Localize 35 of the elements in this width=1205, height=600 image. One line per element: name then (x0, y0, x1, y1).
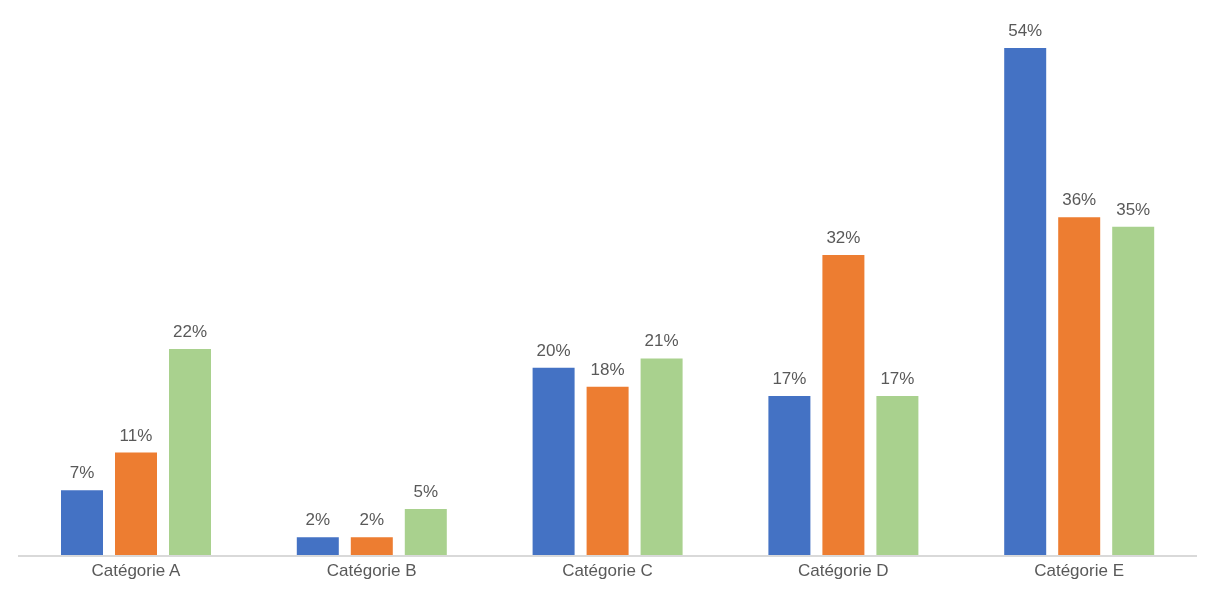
data-label: 21% (644, 331, 679, 351)
bar (404, 508, 447, 556)
x-tick-label: Catégorie D (797, 561, 889, 581)
data-label: 5% (413, 481, 439, 501)
bar (586, 386, 629, 556)
data-label: 17% (880, 369, 915, 389)
data-label: 36% (1062, 190, 1097, 210)
data-label: 54% (1008, 21, 1043, 40)
data-label: 20% (536, 340, 571, 360)
data-label: 18% (590, 359, 625, 379)
data-label: 11% (119, 425, 153, 445)
bar (768, 396, 811, 556)
x-tick-label: Catégorie A (91, 561, 181, 581)
data-label: 32% (826, 227, 861, 247)
x-tick-label: Catégorie E (1034, 561, 1124, 581)
data-label: 35% (1116, 199, 1151, 219)
bar (61, 490, 103, 556)
bar (532, 367, 575, 556)
bar (115, 452, 157, 556)
bar (296, 537, 339, 556)
bar (640, 358, 683, 556)
data-label: 17% (772, 369, 807, 389)
bar (350, 537, 393, 556)
bar (169, 349, 211, 556)
bar (1112, 226, 1155, 556)
bar (822, 254, 865, 556)
data-label: 2% (359, 510, 385, 530)
bar (876, 396, 919, 556)
data-label: 22% (172, 322, 208, 342)
bar (1004, 48, 1047, 556)
data-label: 7% (69, 463, 95, 483)
x-tick-label: Catégorie C (562, 561, 653, 581)
bar (1058, 217, 1101, 556)
x-tick-label: Catégorie B (326, 561, 417, 581)
data-label: 2% (305, 510, 331, 530)
